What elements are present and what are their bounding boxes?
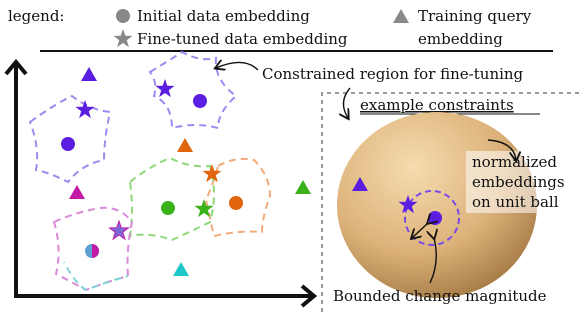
legend-item: Initial data embedding <box>137 7 310 25</box>
callout: on unit ball <box>472 193 559 211</box>
callout: Bounded change magnitude <box>333 287 547 305</box>
legend-item: Training query <box>418 7 532 25</box>
query-point <box>177 138 193 152</box>
legend-item: Fine-tuned data embedding <box>137 30 348 48</box>
legend-circle <box>116 9 130 23</box>
query-point <box>295 180 311 194</box>
callout: Constrained region for fine-tuning <box>262 65 524 83</box>
finetuned-point <box>75 100 94 118</box>
initial-point <box>161 201 175 215</box>
arrow <box>216 62 258 70</box>
query-point <box>173 262 189 276</box>
query-point <box>69 185 85 199</box>
initial-point-half <box>92 244 99 258</box>
legend-triangle <box>393 9 409 23</box>
points <box>61 67 311 276</box>
legend: legend: Initial data embedding Fine-tune… <box>8 7 553 51</box>
panel-title: example constraints <box>360 96 514 114</box>
finetuned-point <box>109 221 128 239</box>
callout: embeddings <box>472 173 565 191</box>
regions <box>30 52 270 290</box>
legend-item: embedding <box>418 30 503 48</box>
legend-label: legend: <box>8 7 64 25</box>
initial-point <box>61 137 75 151</box>
finetuned-point <box>155 79 174 97</box>
initial-point <box>428 211 442 225</box>
legend-star <box>113 29 132 47</box>
diagram: legend: Initial data embedding Fine-tune… <box>0 0 582 313</box>
query-point <box>81 67 97 81</box>
initial-point <box>193 94 207 108</box>
initial-point <box>229 196 243 210</box>
finetuned-point <box>194 199 213 217</box>
